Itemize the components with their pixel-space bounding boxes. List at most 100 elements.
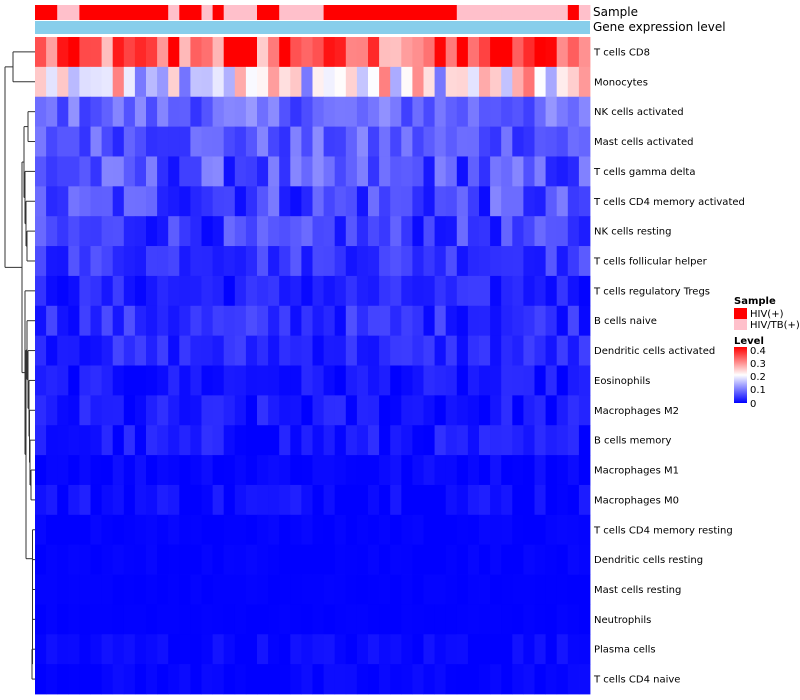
heatmap-cell [112,275,125,307]
heatmap-cell [168,574,180,605]
heatmap-cell [46,156,58,187]
heatmap-cell [490,484,502,516]
heatmap-cell [123,66,136,98]
heatmap-cell [201,66,213,98]
heatmap-cell [79,484,91,516]
sample-annotation-cell [523,5,535,20]
heatmap-cell [545,156,558,187]
heatmap-cell [345,335,358,366]
heatmap-cell [412,634,424,665]
sample-annotation-cell [490,5,502,20]
heatmap-cell [157,484,169,516]
heatmap-cell [46,574,58,605]
heatmap-cell [279,37,291,68]
heatmap-cell [479,604,491,635]
heatmap-cell [312,425,324,456]
heatmap-cell [423,186,435,217]
heatmap-cell [223,96,236,127]
heatmap-cell [368,126,380,157]
heatmap-cell [312,395,324,426]
heatmap-cell [390,126,402,157]
heatmap-cell [112,335,125,366]
heatmap-cell [534,484,546,516]
heatmap-cell [368,664,380,695]
row-label: Macrophages M0 [594,495,679,506]
heatmap-cell [268,425,280,456]
heatmap-cell [512,66,524,98]
heatmap-cell [146,514,158,546]
row-label: Dendritic cells activated [594,346,715,357]
heatmap-cell [356,305,369,337]
heatmap-cell [157,37,169,68]
heatmap-cell [479,186,491,217]
heatmap-cell [334,634,347,665]
heatmap-cell [490,66,502,98]
heatmap-cell [134,66,147,98]
heatmap-cell [423,216,435,247]
heatmap-cell [101,544,114,575]
heatmap-cell [467,66,480,98]
heatmap-cell [334,275,347,307]
heatmap-cell [445,544,458,575]
heatmap-cell [401,514,413,546]
heatmap-cell [345,514,358,546]
heatmap-cell [456,156,469,187]
sample-annotation-cell [35,5,47,20]
heatmap-cell [234,484,247,516]
heatmap-cell [279,514,291,546]
heatmap-cell [257,126,269,157]
heatmap-cell [479,246,491,277]
heatmap-cell [356,126,369,157]
heatmap-cell [201,455,213,486]
heatmap-cell [479,365,491,396]
heatmap-cell [368,604,380,635]
heatmap-cell [578,275,591,307]
heatmap-cell [523,365,535,396]
heatmap-cell [57,216,69,247]
heatmap-cell [223,365,236,396]
heatmap-cell [490,634,502,665]
heatmap-cell [512,425,524,456]
heatmap-cell [567,126,580,157]
heatmap-cell [345,216,358,247]
heatmap-cell [245,186,258,217]
heatmap-cell [112,514,125,546]
heatmap-cell [279,634,291,665]
heatmap-cell [279,305,291,337]
heatmap-cell [234,126,247,157]
heatmap-cell [545,634,558,665]
heatmap-cell [46,126,58,157]
row-label: T cells CD4 memory activated [593,197,745,208]
heatmap-cell [257,574,269,605]
heatmap-cell [501,37,513,68]
heatmap-cell [257,246,269,277]
heatmap-cell [35,514,47,546]
heatmap-cell [490,126,502,157]
heatmap-cell [479,216,491,247]
heatmap-cell [35,96,47,127]
heatmap-cell [245,365,258,396]
heatmap-cell [434,365,447,396]
heatmap-cell [456,544,469,575]
heatmap-cell [134,275,147,307]
heatmap-cell [379,455,391,486]
sample-legend-title: Sample [734,296,776,307]
row-label: Eosinophils [594,376,650,387]
heatmap-cell [234,37,247,68]
heatmap-cell [412,544,424,575]
heatmap-cell [479,634,491,665]
heatmap-cell [412,484,424,516]
heatmap-cell [123,604,136,635]
heatmap-cell [456,275,469,307]
heatmap-cell [223,246,236,277]
heatmap-cell [567,455,580,486]
heatmap-cell [534,96,546,127]
heatmap-cell [523,96,535,127]
heatmap-cell [190,66,202,98]
heatmap-cell [134,246,147,277]
heatmap-cell [168,275,180,307]
heatmap-cell [556,216,569,247]
heatmap-cell [501,216,513,247]
heatmap-cell [201,425,213,456]
heatmap-cell [356,544,369,575]
